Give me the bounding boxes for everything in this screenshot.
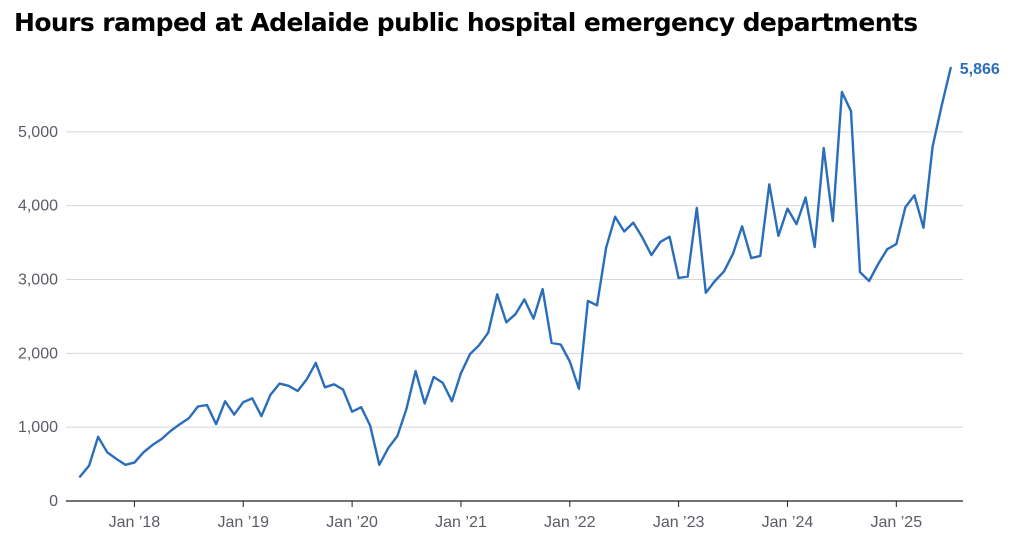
y-tick-label: 3,000 [18, 272, 58, 289]
y-tick-label: 4,000 [18, 198, 58, 215]
x-tick-label: Jan ’24 [762, 514, 814, 531]
x-tick-label: Jan ’21 [435, 514, 487, 531]
x-tick-label: Jan ’20 [326, 514, 378, 531]
grid-lines [66, 131, 963, 502]
y-tick-label: 5,000 [18, 124, 58, 141]
x-tick-label: Jan ’23 [653, 514, 705, 531]
y-axis-ticks: 0 1,000 2,000 3,000 4,000 5,000 [18, 124, 58, 510]
series-lines [78, 66, 952, 478]
x-tick-label: Jan ’25 [871, 514, 923, 531]
data-labels: 5,866 [960, 61, 1000, 78]
y-tick-label: 0 [49, 493, 58, 510]
y-tick-label: 2,000 [18, 345, 58, 362]
x-axis-ticks: Jan ’18 Jan ’19 Jan ’20 Jan ’21 Jan ’22 Jan ’… [109, 501, 923, 531]
series-line [78, 66, 952, 478]
last-value-label: 5,866 [960, 61, 1000, 78]
y-tick-label: 1,000 [18, 419, 58, 436]
x-tick-label: Jan ’19 [217, 514, 269, 531]
chart-title: Hours ramped at Adelaide public hospital… [14, 8, 918, 37]
x-tick-label: Jan ’22 [544, 514, 596, 531]
x-tick-label: Jan ’18 [109, 514, 161, 531]
